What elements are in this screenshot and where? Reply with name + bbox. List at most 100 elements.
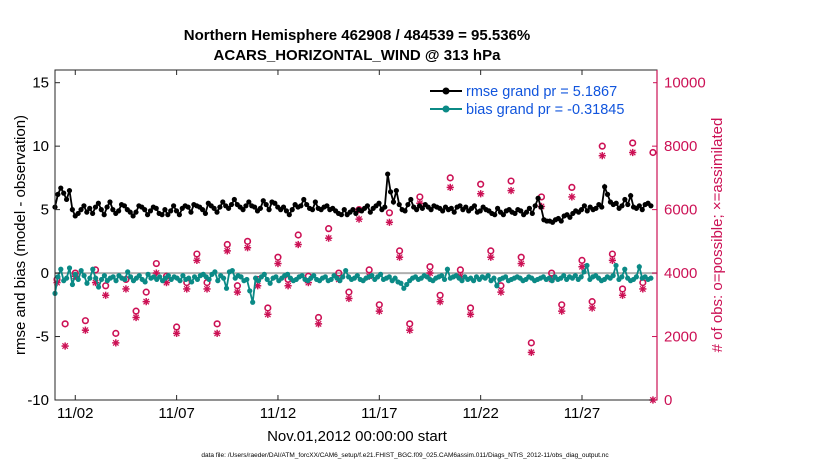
obs-possible-marker (385, 209, 394, 217)
rmse-point (61, 190, 67, 196)
obs-assimilated-stroke (234, 288, 241, 296)
obs-assimilated-stroke (386, 219, 393, 226)
x-tick-label: 11/02 (57, 405, 93, 422)
obs-assimilated-marker (588, 304, 596, 312)
bias-point (622, 266, 628, 272)
obs-assimilated-marker (142, 298, 150, 306)
obs-assimilated-marker (132, 313, 140, 322)
bias-point (206, 276, 212, 283)
rmse-point (581, 203, 587, 209)
obs-assimilated-marker (193, 256, 201, 264)
bias-point (101, 273, 108, 279)
obs-assimilated-marker (243, 244, 252, 252)
bias-point (223, 285, 230, 291)
rmse-point (202, 210, 209, 217)
rmse-point (385, 171, 391, 177)
legend: rmse grand pr = 5.1867 bias grand pr = -… (425, 78, 653, 120)
rmse-point (214, 209, 220, 215)
rmse-point (535, 195, 541, 201)
obs-possible-marker (527, 339, 535, 347)
obs-count-markers (53, 139, 657, 404)
rmse-point (95, 200, 101, 206)
rmse-point (382, 204, 388, 210)
rmse-point (405, 201, 411, 208)
obs-assimilated-marker (355, 215, 363, 223)
bias-point (110, 274, 116, 280)
bias-point (221, 275, 227, 281)
legend-bias-label: bias grand pr = -0.31845 (466, 102, 624, 118)
obs-assimilated-stroke (173, 330, 180, 337)
rmse-point (90, 210, 96, 217)
bias-point (255, 278, 262, 284)
rmse-point (55, 191, 61, 197)
rmse-point (428, 207, 434, 213)
bias-point (177, 278, 183, 284)
obs-possible-marker (446, 174, 454, 182)
obs-assimilated-marker (608, 256, 617, 264)
rmse-point (628, 193, 634, 199)
y-right-tick-label: 8000 (664, 138, 697, 155)
obs-assimilated-marker (507, 186, 515, 195)
bias-point (78, 267, 84, 274)
rmse-point (266, 207, 272, 213)
obs-assimilated-stroke (497, 288, 505, 296)
rmse-point (500, 212, 506, 218)
obs-assimilated-stroke (143, 298, 150, 305)
rmse-point (341, 207, 347, 213)
obs-possible-marker (649, 148, 657, 157)
legend-bias-marker (442, 105, 450, 113)
obs-assimilated-marker (578, 263, 586, 271)
obs-assimilated-stroke (214, 330, 221, 337)
bias-point (125, 269, 131, 275)
obs-assimilated-marker (173, 329, 181, 337)
obs-assimilated-stroke (518, 260, 525, 267)
rmse-point (639, 207, 645, 213)
rmse-point (240, 207, 246, 213)
bias-point (165, 273, 171, 279)
bias-point (485, 273, 491, 279)
rmse-point (153, 205, 159, 211)
obs-assimilated-marker (517, 259, 525, 268)
obs-assimilated-stroke (102, 292, 109, 299)
y-left-tick-label: 15 (32, 75, 49, 92)
bias-point (122, 276, 128, 283)
obs-assimilated-stroke (163, 279, 170, 286)
data-file-footer: data file: /Users/raeder/DAI/ATM_forcXX/… (201, 452, 609, 459)
rmse-point (133, 209, 139, 215)
obs-assimilated-stroke (345, 295, 353, 302)
bias-point (648, 275, 654, 281)
obs-assimilated-stroke (467, 311, 474, 318)
obs-assimilated-stroke (203, 285, 211, 293)
rmse-point (567, 214, 573, 220)
obs-assimilated-marker (477, 190, 485, 198)
bias-point (633, 274, 639, 280)
bias-point (470, 278, 477, 284)
rmse-point (110, 207, 116, 213)
y-right-axis-label: # of obs: o=possible; ×=assimilated (709, 118, 726, 353)
chart-title: Northern Hemisphere 462908 / 484539 = 95… (184, 27, 530, 44)
obs-possible-marker (598, 142, 606, 150)
obs-assimilated-marker (183, 285, 191, 293)
bias-point (343, 267, 349, 274)
rmse-point (440, 208, 446, 214)
bias-point (392, 275, 398, 281)
obs-assimilated-marker (274, 259, 282, 268)
rmse-point (185, 204, 191, 210)
rmse-point (402, 208, 408, 214)
obs-possible-marker (81, 317, 90, 325)
bias-point (328, 276, 334, 283)
rmse-point (613, 200, 619, 206)
bias-point (113, 278, 119, 284)
x-tick-label: 11/12 (260, 405, 296, 422)
obs-assimilated-marker (395, 253, 404, 261)
obs-assimilated-marker (446, 183, 454, 192)
rmse-point (81, 203, 87, 209)
rmse-point (92, 204, 99, 210)
bias-point (72, 271, 78, 277)
bias-point (142, 279, 148, 285)
bias-point (584, 262, 590, 269)
plot-area (55, 70, 657, 400)
rmse-point (304, 201, 310, 208)
bias-point (572, 273, 578, 279)
bias-point (136, 273, 142, 279)
